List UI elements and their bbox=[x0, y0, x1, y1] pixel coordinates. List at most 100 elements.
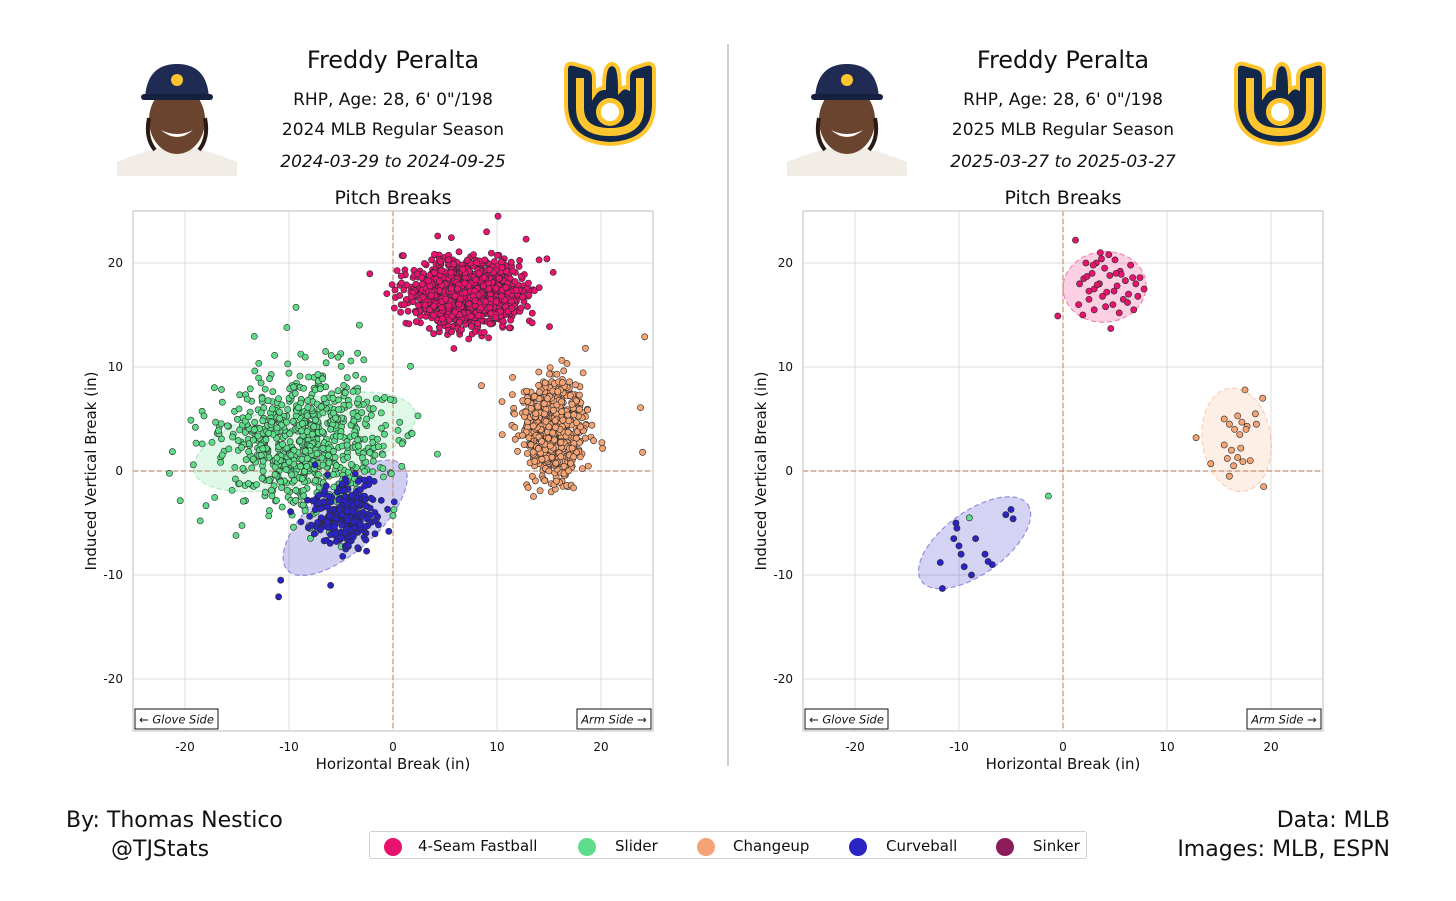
pitch-point bbox=[517, 304, 525, 312]
pitch-point bbox=[331, 453, 339, 461]
pitch-point bbox=[1072, 236, 1079, 244]
pitch-point bbox=[565, 417, 573, 425]
pitch-point bbox=[465, 335, 473, 343]
date-range: 2025-03-27 to 2025-03-27 bbox=[950, 152, 1176, 172]
author-handle: @TJStats bbox=[111, 837, 210, 862]
glove-side-box bbox=[804, 708, 889, 730]
pitch-point bbox=[1009, 515, 1017, 523]
pitch-point bbox=[284, 406, 292, 413]
pitch-point bbox=[553, 477, 560, 485]
pitch-point bbox=[507, 316, 514, 324]
pitch-point bbox=[639, 448, 646, 456]
glove-side-label: ← Glove Side bbox=[139, 713, 214, 727]
pitch-break-plot-2024: -20 -10 0 10 20 -20 -10 0 10 20 Horizontal Break (… bbox=[82, 210, 654, 773]
pitch-point bbox=[1246, 457, 1254, 464]
pitch-point bbox=[354, 544, 362, 552]
pitch-point bbox=[329, 471, 337, 478]
pitch-point bbox=[1075, 301, 1082, 308]
pitch-point bbox=[314, 371, 322, 378]
pitch-point bbox=[369, 438, 377, 446]
pitch-point bbox=[259, 445, 267, 453]
confidence-ellipse bbox=[917, 496, 1032, 590]
pitch-point bbox=[334, 387, 342, 395]
pitch-point bbox=[236, 480, 243, 487]
pitch-point bbox=[511, 410, 518, 418]
pitch-point bbox=[275, 395, 282, 402]
pitch-point bbox=[231, 463, 239, 471]
pitch-point bbox=[278, 484, 285, 491]
pitch-point bbox=[334, 353, 342, 361]
glove-side-label: ← Glove Side bbox=[809, 713, 884, 727]
pitch-point bbox=[234, 437, 242, 444]
pitch-point bbox=[421, 301, 429, 309]
pitch-point bbox=[232, 532, 240, 539]
pitch-point bbox=[1237, 444, 1245, 452]
pitch-point bbox=[1136, 274, 1144, 281]
pitch-point bbox=[1253, 420, 1260, 428]
pitch-point bbox=[187, 416, 195, 424]
pitch-point bbox=[499, 317, 507, 325]
pitch-point bbox=[1226, 472, 1233, 480]
pitch-point bbox=[485, 334, 492, 342]
pitch-point bbox=[322, 348, 329, 355]
pitch-point bbox=[468, 323, 475, 330]
pitch-point bbox=[212, 418, 219, 426]
pitch-point bbox=[1241, 386, 1249, 394]
pitch-point bbox=[523, 450, 531, 457]
pitch-point bbox=[1226, 420, 1233, 428]
pitch-point bbox=[528, 319, 536, 327]
pitch-point bbox=[384, 505, 391, 513]
pitch-point bbox=[286, 438, 294, 446]
pitch-point bbox=[324, 503, 332, 511]
pitch-point bbox=[549, 429, 556, 437]
plot-frame bbox=[132, 210, 654, 732]
pitch-point bbox=[482, 298, 490, 306]
pitch-point bbox=[396, 292, 404, 299]
pitch-point bbox=[1109, 301, 1117, 308]
pitch-point bbox=[549, 268, 557, 276]
pitch-point bbox=[233, 415, 241, 423]
pitch-point bbox=[1098, 255, 1105, 263]
pitch-point bbox=[287, 508, 294, 516]
pitch-point bbox=[394, 426, 402, 434]
team-logo bbox=[564, 61, 656, 146]
legend-label: Sinker bbox=[1033, 837, 1080, 855]
pitch-point bbox=[1079, 311, 1087, 319]
pitch-point bbox=[307, 521, 315, 529]
pitch-point bbox=[1090, 306, 1098, 314]
pitch-point bbox=[516, 256, 523, 264]
pitch-point bbox=[388, 281, 396, 288]
pitch-point bbox=[349, 508, 356, 516]
pitch-point bbox=[552, 424, 559, 431]
player-bio: RHP, Age: 28, 6' 0"/198 bbox=[293, 90, 493, 110]
pitch-point bbox=[480, 274, 488, 282]
pitch-point bbox=[1085, 295, 1093, 303]
pitch-point bbox=[1238, 418, 1246, 426]
pitch-point bbox=[492, 314, 499, 321]
pitch-point bbox=[447, 234, 455, 241]
pitch-point bbox=[330, 447, 337, 455]
y-tick-label: -10 bbox=[103, 568, 123, 582]
pitch-point bbox=[498, 431, 506, 438]
y-axis-label: Induced Vertical Break (in) bbox=[752, 371, 770, 570]
pitch-point bbox=[419, 293, 427, 301]
pitch-point bbox=[492, 298, 500, 306]
pitch-point bbox=[319, 375, 326, 383]
pitch-point bbox=[560, 367, 568, 375]
pitch-point bbox=[325, 511, 333, 519]
pitch-point bbox=[393, 267, 401, 274]
pitch-point bbox=[285, 369, 293, 377]
pitch-point bbox=[337, 362, 345, 370]
pitch-point bbox=[311, 461, 319, 469]
pitch-point bbox=[242, 456, 250, 464]
pitch-point bbox=[536, 388, 543, 396]
pitch-point bbox=[1223, 455, 1231, 462]
pitch-point bbox=[470, 251, 477, 258]
chart-title: Pitch Breaks bbox=[1004, 187, 1122, 209]
player-headshot bbox=[787, 58, 907, 176]
pitch-point bbox=[322, 359, 330, 367]
pitch-point bbox=[557, 453, 565, 461]
pitch-point bbox=[1259, 394, 1267, 402]
pitch-point bbox=[344, 541, 352, 549]
pitch-point bbox=[343, 374, 351, 382]
